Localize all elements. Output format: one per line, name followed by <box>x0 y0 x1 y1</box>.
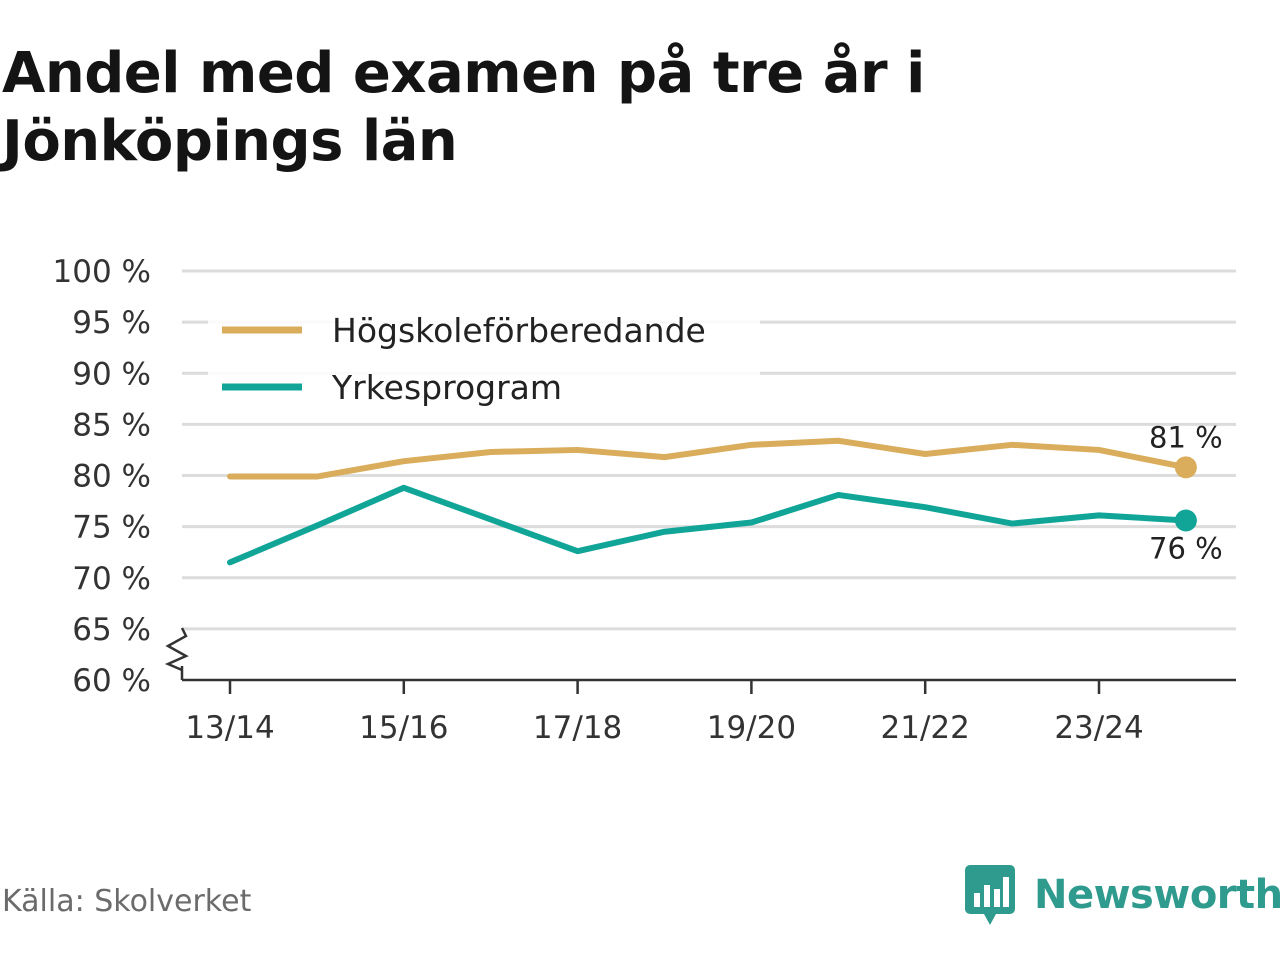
series-line-1 <box>227 484 1189 566</box>
end-value-label: 81 % <box>1149 420 1223 454</box>
legend-background <box>208 300 760 418</box>
y-tick-label: 100 % <box>53 254 151 290</box>
y-tick-label: 80 % <box>72 459 151 495</box>
line-chart: 60 % 65 % 70 % 75 % 80 % 85 % 90 % 95 % 100 % 13… <box>53 254 1236 746</box>
x-tick-label: 13/14 <box>185 710 274 746</box>
brand-logo: Newsworthy <box>964 862 1280 928</box>
newsworthy-logo-icon <box>965 865 1015 925</box>
y-tick-label: 90 % <box>72 356 151 392</box>
y-tick-label: 95 % <box>72 305 151 341</box>
legend-entry-label: Yrkesprogram <box>331 368 562 407</box>
x-tick-label: 15/16 <box>359 710 448 746</box>
chart-title: Andel med examen på tre år i Jönköpings … <box>2 41 925 174</box>
y-tick-label: 75 % <box>72 510 151 546</box>
y-axis-tick-labels: 60 % 65 % 70 % 75 % 80 % 85 % 90 % 95 % 100 % <box>53 254 151 699</box>
axes <box>164 627 1236 694</box>
x-tick-label: 19/20 <box>707 710 796 746</box>
series-line-0 <box>227 437 1189 480</box>
y-tick-label: 60 % <box>72 663 151 699</box>
legend-entry-label: Högskoleförberedande <box>332 311 706 350</box>
y-axis-break-icon <box>164 627 189 672</box>
end-point-marker <box>1174 456 1197 479</box>
y-tick-label: 85 % <box>72 407 151 443</box>
legend: Högskoleförberedande Yrkesprogram <box>208 300 760 418</box>
x-tick-label: 21/22 <box>881 710 970 746</box>
x-axis-tick-labels: 13/14 15/16 17/18 19/20 21/22 23/24 <box>185 710 1143 746</box>
brand-name: Newsworthy <box>1034 872 1280 918</box>
x-tick-label: 17/18 <box>533 710 622 746</box>
series-lines <box>227 437 1197 566</box>
y-tick-label: 65 % <box>72 612 151 648</box>
x-tick-label: 23/24 <box>1054 710 1143 746</box>
end-value-label: 76 % <box>1149 531 1223 565</box>
source-text: Källa: Skolverket <box>2 884 252 919</box>
end-point-marker <box>1174 509 1197 532</box>
y-tick-label: 70 % <box>72 561 151 597</box>
end-labels: 81 % 76 % <box>1149 420 1223 565</box>
